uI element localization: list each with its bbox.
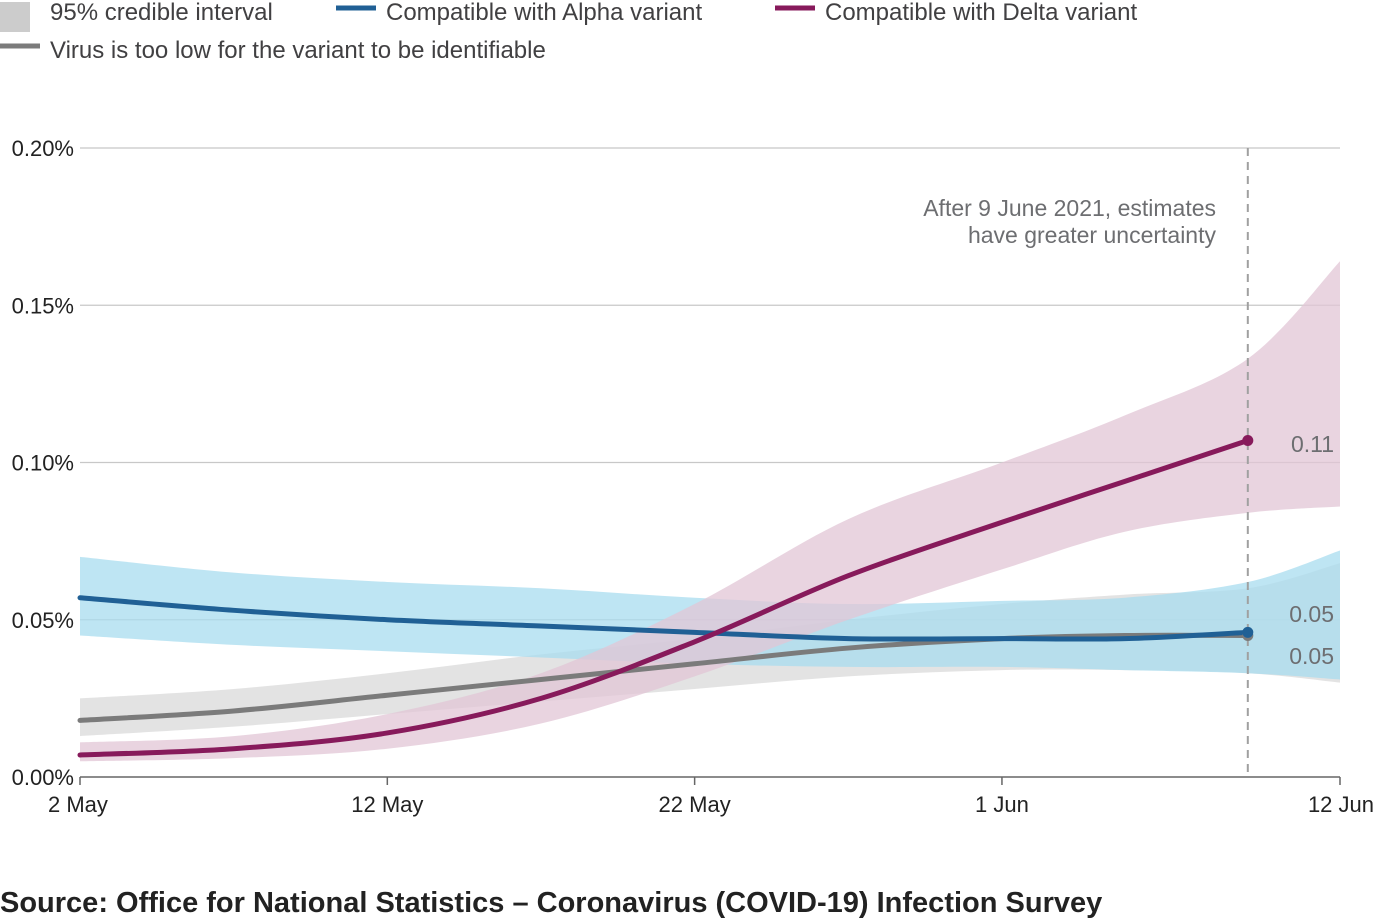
uncertainty-annotation: After 9 June 2021, estimates have greate… bbox=[923, 195, 1216, 248]
legend-ci-swatch bbox=[0, 2, 30, 32]
alpha-series-line bbox=[77, 595, 1251, 642]
series-lines bbox=[77, 437, 1251, 758]
legend-low-label: Virus is too low for the variant to be i… bbox=[50, 37, 546, 64]
annotation-line-1: After 9 June 2021, estimates bbox=[923, 195, 1216, 221]
y-tick-label: 0.20% bbox=[12, 136, 74, 161]
x-tick-label: 12 May bbox=[351, 792, 423, 817]
x-tick-label: 2 May bbox=[48, 792, 108, 817]
alpha-end-marker bbox=[1242, 626, 1254, 638]
delta-end-marker bbox=[1242, 434, 1254, 446]
annotation-line-2: have greater uncertainty bbox=[968, 222, 1217, 248]
y-tick-label: 0.05% bbox=[12, 608, 74, 633]
alpha-end-label: 0.05 bbox=[1289, 601, 1334, 627]
x-tick-label: 1 Jun bbox=[975, 792, 1029, 817]
delta-series-line bbox=[77, 437, 1251, 758]
x-axis: 2 May 12 May 22 May 1 Jun 12 Jun bbox=[48, 777, 1374, 817]
legend-delta-label: Compatible with Delta variant bbox=[825, 0, 1137, 26]
low-series-line bbox=[77, 632, 1251, 723]
low-end-label: 0.05 bbox=[1289, 643, 1334, 669]
delta-end-label: 0.11 bbox=[1291, 431, 1334, 457]
y-tick-label: 0.00% bbox=[12, 765, 74, 790]
x-tick-label: 12 Jun bbox=[1308, 792, 1374, 817]
credible-interval-bands bbox=[80, 261, 1340, 762]
x-tick-label: 22 May bbox=[659, 792, 731, 817]
legend-ci-label: 95% credible interval bbox=[50, 0, 273, 26]
legend: 95% credible interval Compatible with Al… bbox=[0, 0, 1137, 64]
y-tick-label: 0.15% bbox=[12, 293, 74, 318]
y-tick-label: 0.10% bbox=[12, 451, 74, 476]
end-markers bbox=[1242, 434, 1254, 641]
source-note: Source: Office for National Statistics –… bbox=[0, 887, 1102, 919]
y-axis: 0.00% 0.05% 0.10% 0.15% 0.20% bbox=[12, 136, 74, 790]
legend-alpha-label: Compatible with Alpha variant bbox=[386, 0, 703, 26]
